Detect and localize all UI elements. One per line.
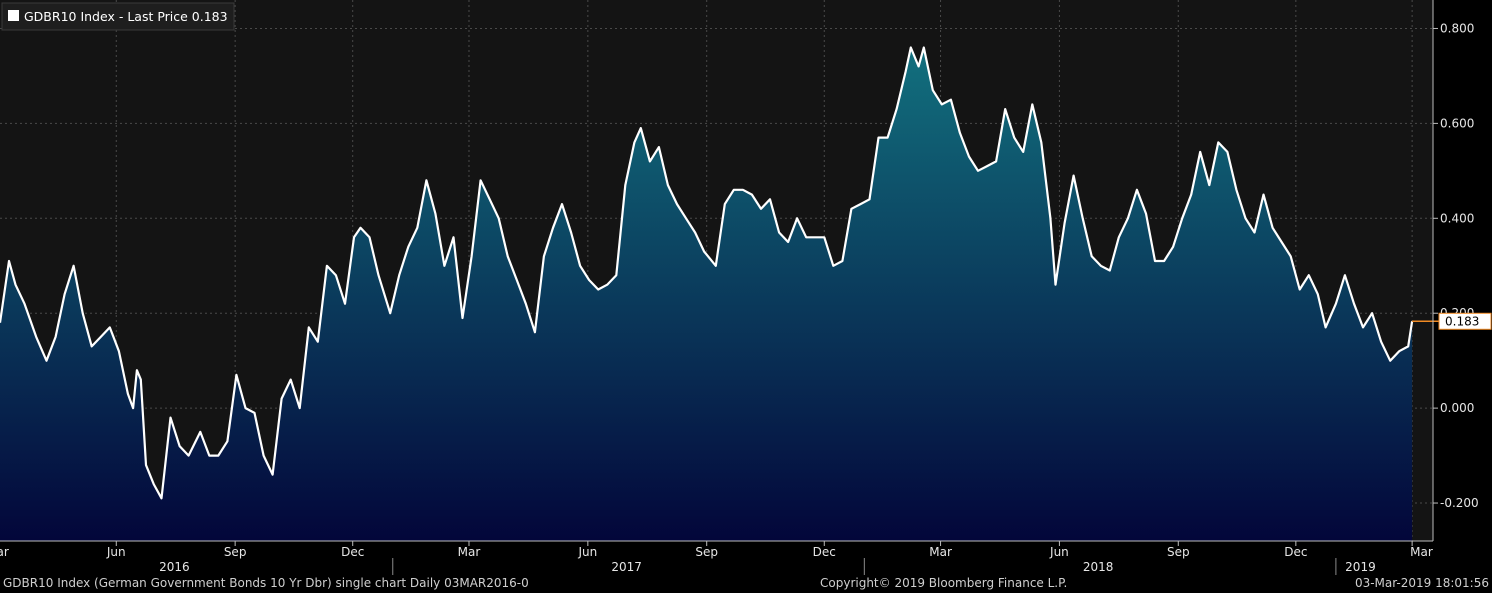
legend-label: GDBR10 Index - Last Price 0.183	[24, 9, 228, 24]
x-tick-label-9: Jun	[1049, 545, 1069, 559]
last-value-box	[1438, 312, 1492, 330]
x-tick-label-3: Dec	[341, 545, 364, 559]
x-tick-label-0: Mar	[0, 545, 9, 559]
y-tick-label-3: 0.400	[1440, 211, 1474, 225]
year-label-2016: 2016	[159, 560, 190, 574]
x-axis: Mar Jun Sep Dec Mar Jun Sep Dec Mar Jun Sep Dec Mar 2…	[0, 540, 1433, 575]
footer-timestamp: 03-Mar-2019 18:01:56	[1354, 576, 1489, 590]
footer-chart-description: GDBR10 Index (German Government Bonds 10…	[3, 576, 529, 590]
x-tick-label-4: Mar	[458, 545, 481, 559]
y-tick-label-1: 0.000	[1440, 401, 1474, 415]
x-tick-label-10: Sep	[1167, 545, 1190, 559]
x-tick-label-12: Mar	[1410, 545, 1433, 559]
x-tick-label-5: Jun	[577, 545, 597, 559]
x-tick-label-1: Jun	[106, 545, 126, 559]
year-label-2019: 2019	[1345, 560, 1376, 574]
footer: GDBR10 Index (German Government Bonds 10…	[0, 575, 1492, 593]
x-tick-label-2: Sep	[224, 545, 247, 559]
y-tick-label-5: 0.800	[1440, 21, 1474, 35]
year-label-2018: 2018	[1083, 560, 1114, 574]
x-tick-label-11: Dec	[1284, 545, 1307, 559]
series-area	[0, 47, 1413, 541]
year-label-2017: 2017	[611, 560, 642, 574]
series-line	[0, 46, 1414, 500]
legend-box	[1, 2, 235, 31]
x-tick-label-7: Dec	[813, 545, 836, 559]
right-axis-background	[1433, 0, 1492, 541]
x-tick-label-6: Sep	[695, 545, 718, 559]
legend-swatch	[8, 10, 19, 21]
last-value-label: 0.183	[1445, 314, 1479, 328]
legend: GDBR10 Index - Last Price 0.183	[1, 2, 235, 31]
footer-copyright: Copyright© 2019 Bloomberg Finance L.P.	[820, 576, 1068, 590]
x-tick-label-8: Mar	[929, 545, 952, 559]
y-tick-label-0: -0.200	[1440, 496, 1479, 510]
y-tick-label-4: 0.600	[1440, 116, 1474, 130]
